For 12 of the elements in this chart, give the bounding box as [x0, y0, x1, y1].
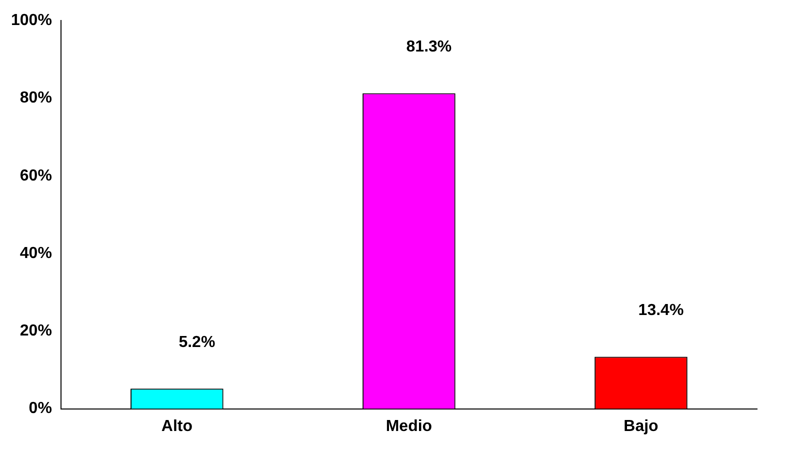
y-tick-label: 40% [20, 244, 52, 262]
y-tick-label: 100% [11, 12, 52, 30]
y-tick-label: 60% [20, 167, 52, 184]
data-label: 13.4% [638, 302, 684, 320]
x-tick-label: Bajo [624, 418, 659, 435]
data-label: 81.3% [406, 38, 452, 56]
y-tick-label: 0% [28, 400, 52, 418]
x-tick-label: Alto [161, 418, 193, 435]
data-label: 5.2% [178, 334, 216, 352]
y-tick-label: 20% [20, 322, 52, 340]
x-tick-label: Medio [386, 418, 432, 435]
y-tick-label: 80% [20, 90, 52, 107]
